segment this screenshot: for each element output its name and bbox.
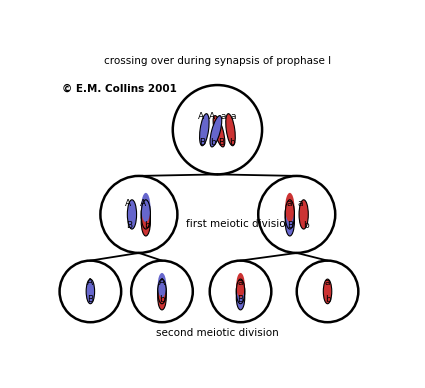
Ellipse shape [285, 207, 295, 236]
Ellipse shape [158, 285, 166, 310]
Ellipse shape [236, 273, 245, 298]
Text: crossing over during synapsis of prophase I: crossing over during synapsis of prophas… [104, 56, 331, 66]
Ellipse shape [299, 200, 308, 229]
Ellipse shape [226, 114, 235, 146]
Text: a: a [220, 112, 226, 121]
Text: b: b [325, 295, 330, 305]
Text: B: B [87, 295, 94, 305]
Text: a: a [298, 199, 303, 208]
Text: B: B [126, 221, 132, 230]
Text: A: A [159, 279, 165, 288]
Ellipse shape [158, 279, 166, 304]
Ellipse shape [141, 193, 150, 222]
Text: a: a [325, 279, 330, 288]
Ellipse shape [323, 279, 332, 304]
Text: b: b [229, 138, 235, 147]
Ellipse shape [200, 114, 209, 146]
Text: © E.M. Collins 2001: © E.M. Collins 2001 [62, 84, 177, 94]
Text: a: a [231, 112, 236, 121]
Text: A: A [198, 112, 204, 121]
Text: b: b [144, 221, 150, 230]
Text: b: b [159, 295, 165, 305]
Text: B: B [199, 138, 205, 147]
Text: B: B [238, 295, 244, 305]
Ellipse shape [236, 279, 245, 304]
Text: A: A [125, 199, 131, 208]
Ellipse shape [86, 279, 95, 304]
Text: A: A [140, 199, 146, 208]
Text: b: b [303, 221, 309, 230]
Text: second meiotic division: second meiotic division [156, 327, 279, 338]
Text: first meiotic division: first meiotic division [186, 219, 292, 229]
Ellipse shape [128, 200, 136, 229]
Text: A: A [87, 279, 94, 288]
Ellipse shape [213, 116, 225, 147]
Text: a: a [286, 199, 292, 208]
Ellipse shape [141, 200, 150, 229]
Text: B: B [287, 221, 293, 230]
Text: a: a [238, 279, 243, 288]
Ellipse shape [285, 200, 295, 229]
Ellipse shape [285, 193, 295, 222]
Ellipse shape [158, 273, 166, 298]
Ellipse shape [236, 285, 245, 310]
Text: B: B [218, 138, 224, 147]
Ellipse shape [141, 207, 150, 236]
Text: b: b [210, 138, 215, 147]
Ellipse shape [210, 116, 222, 147]
Text: A: A [209, 112, 215, 121]
